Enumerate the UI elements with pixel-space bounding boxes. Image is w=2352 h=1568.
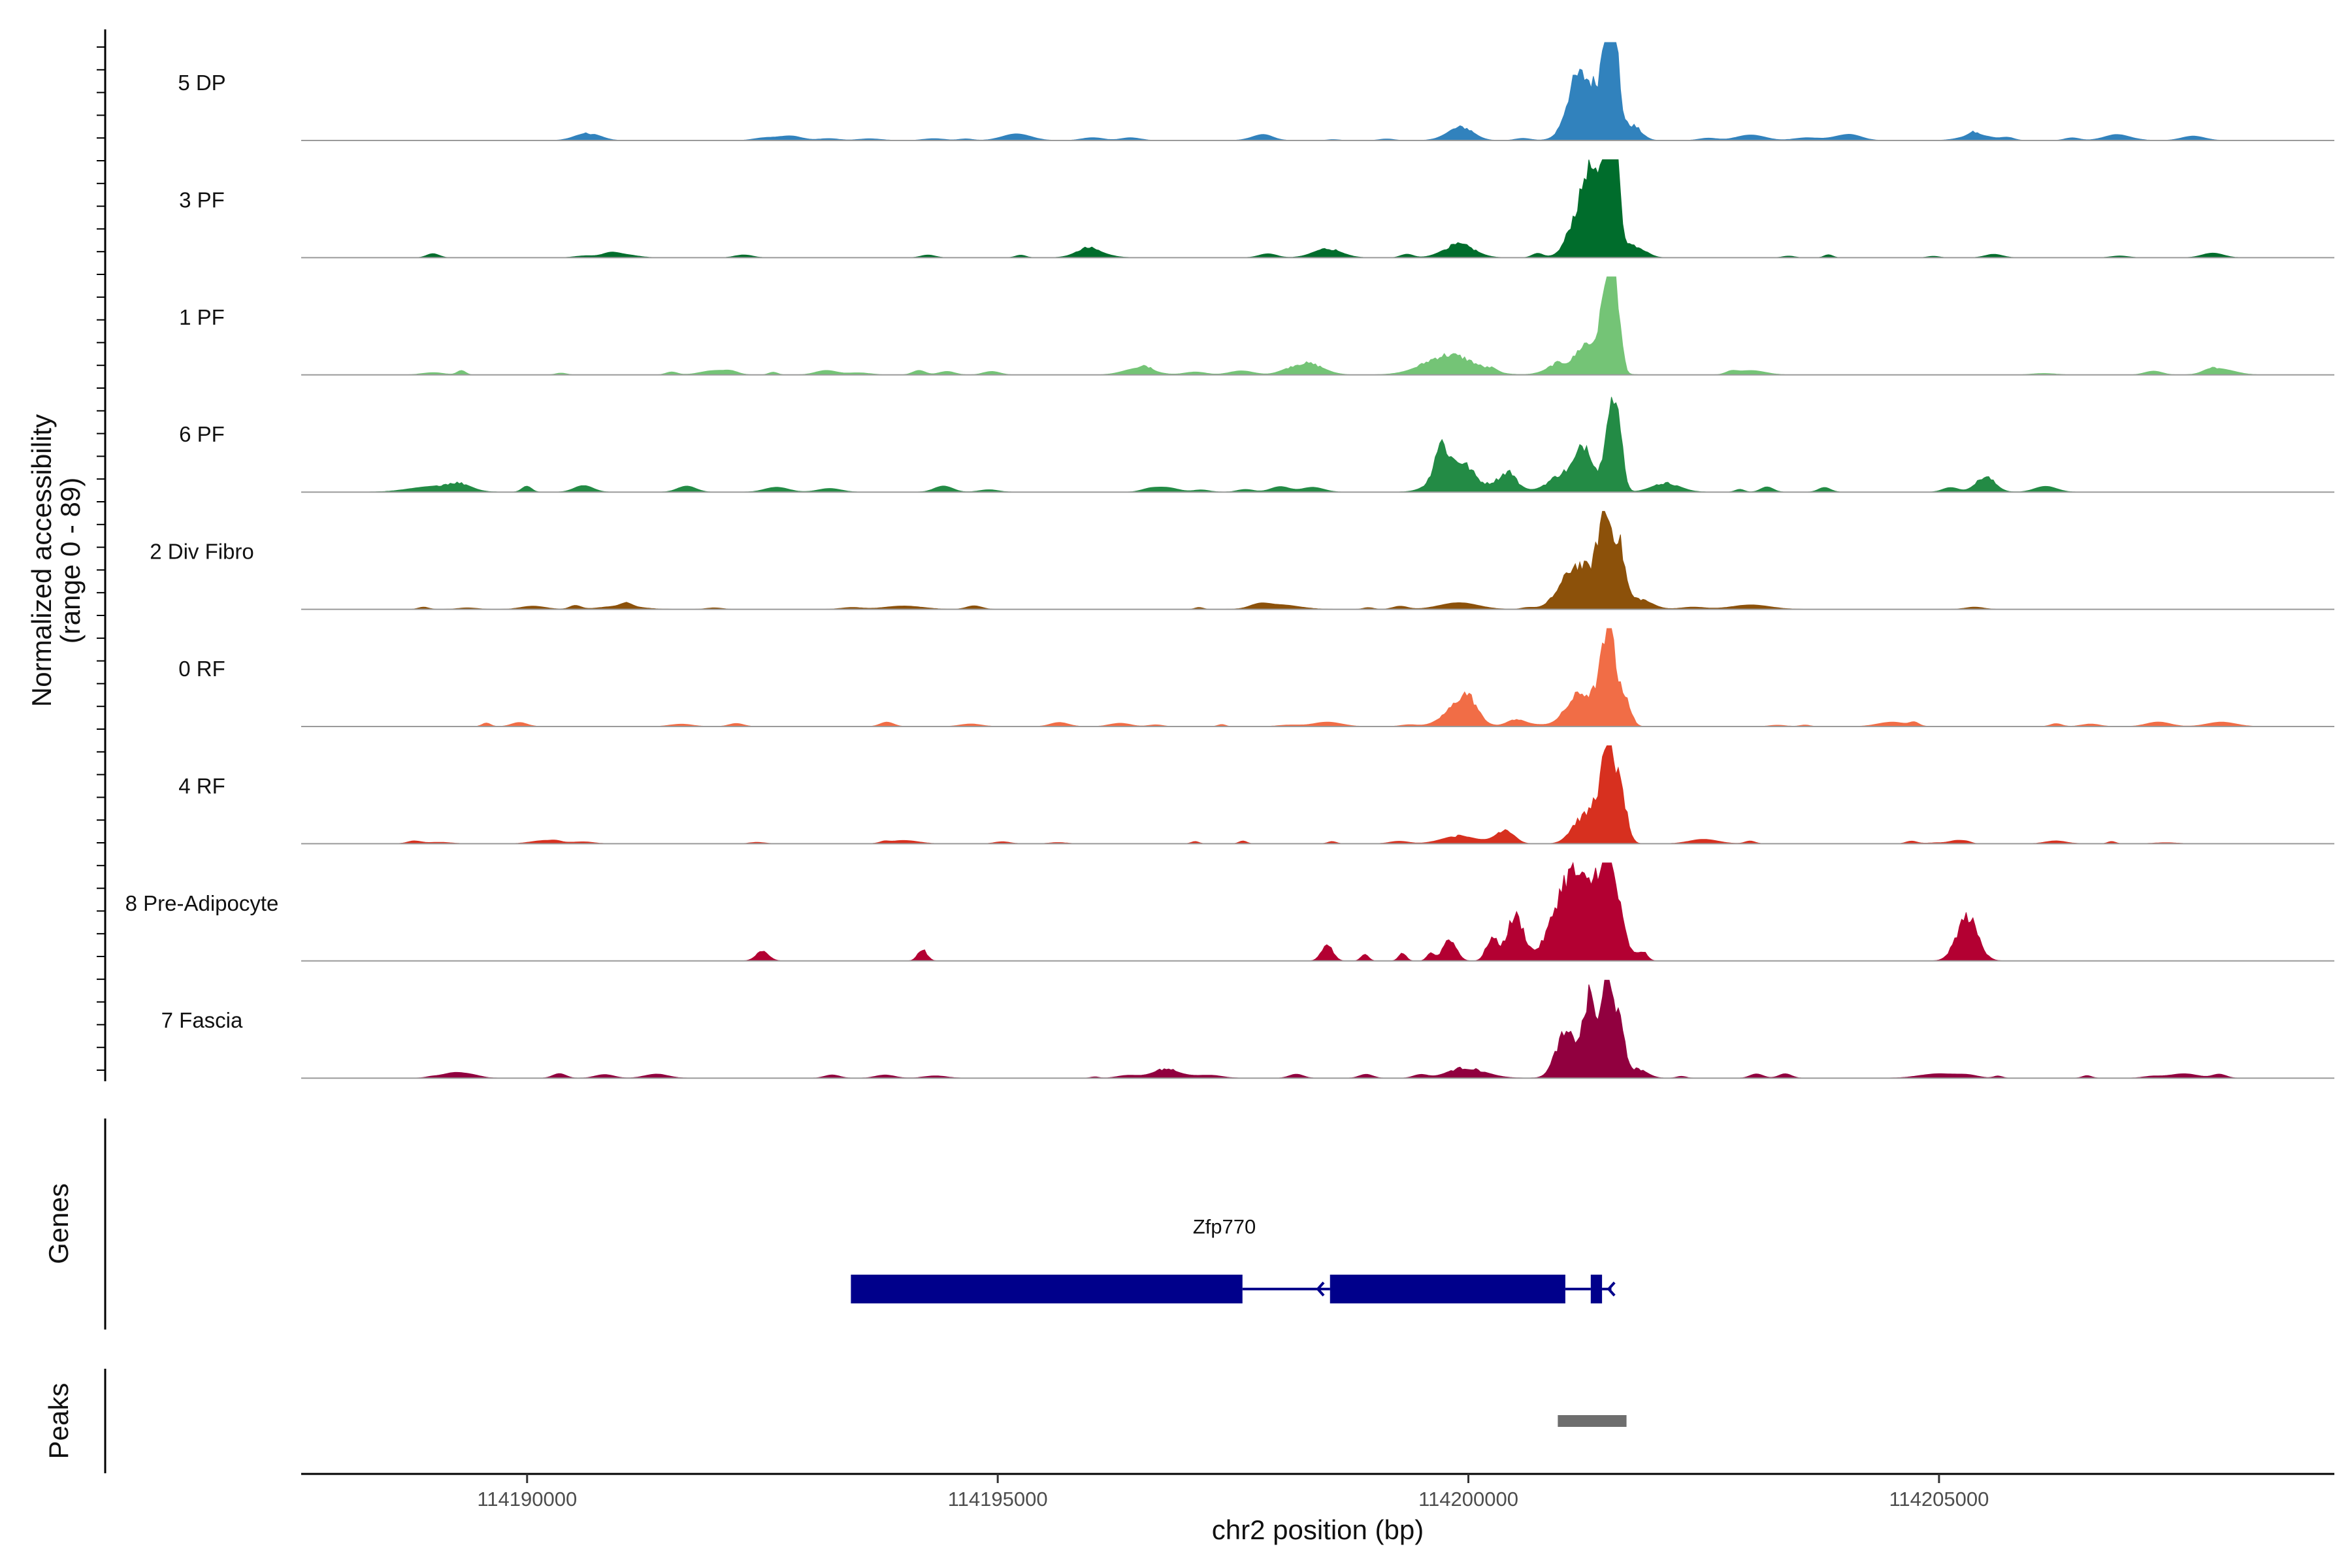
- x-axis-ticks: 114190000 114195000 114200000 114205000: [477, 1474, 1989, 1511]
- track-label: 8 Pre-Adipocyte: [125, 891, 279, 915]
- y-axis-title-line1: Normalized accessibility: [26, 414, 57, 707]
- gene-exon: [851, 1275, 1243, 1303]
- track-label: 1 PF: [179, 305, 225, 329]
- x-tick-label: 114200000: [1418, 1488, 1518, 1511]
- coverage-area: [301, 397, 2334, 493]
- track-label: 3 PF: [179, 188, 225, 212]
- track-5-dp: 5 DP: [178, 42, 2334, 141]
- x-tick-label: 114195000: [948, 1488, 1048, 1511]
- track-6-pf: 6 PF: [179, 397, 2334, 493]
- track-8-pre-adipocyte: 8 Pre-Adipocyte: [125, 862, 2334, 962]
- track-7-fascia: 7 Fascia: [161, 979, 2334, 1079]
- track-label: 4 RF: [178, 774, 225, 798]
- track-label: 6 PF: [179, 422, 225, 446]
- track-4-rf: 4 RF: [178, 745, 2334, 845]
- track-3-pf: 3 PF: [179, 159, 2334, 259]
- track-2-div-fibro: 2 Div Fibro: [150, 511, 2334, 610]
- gene-model: [851, 1275, 1616, 1303]
- x-axis-title: chr2 position (bp): [1212, 1514, 1424, 1545]
- strand-arrow: [1316, 1281, 1325, 1297]
- coverage-area: [301, 979, 2334, 1079]
- coverage-area: [301, 511, 2334, 610]
- peak-region: [1558, 1415, 1627, 1427]
- coverage-area: [301, 628, 2334, 727]
- coverage-tracks: 5 DP 3 PF 1 PF 6 PF 2 Div Fibro 0 RF 4 RF 8 Pre…: [125, 42, 2334, 1079]
- gene-name-label: Zfp770: [1193, 1215, 1256, 1238]
- coverage-area: [301, 276, 2334, 376]
- coverage-area: [301, 42, 2334, 141]
- coverage-area: [301, 159, 2334, 258]
- x-tick-label: 114205000: [1889, 1488, 1989, 1511]
- coverage-y-axis-ticks: [97, 46, 105, 1071]
- track-1-pf: 1 PF: [179, 276, 2334, 376]
- track-0-rf: 0 RF: [178, 628, 2334, 727]
- coverage-area: [301, 862, 2334, 962]
- y-axis-title-line2: (range 0 - 89): [55, 478, 86, 644]
- gene-exon: [1330, 1275, 1565, 1303]
- track-label: 5 DP: [178, 71, 225, 95]
- track-label: 0 RF: [178, 657, 225, 681]
- coverage-area: [301, 745, 2334, 844]
- gene-exon: [1590, 1275, 1603, 1303]
- track-label: 2 Div Fibro: [150, 540, 254, 564]
- strand-arrow: [1607, 1281, 1616, 1297]
- peak-regions: [1558, 1415, 1627, 1427]
- genes-track-title: Genes: [43, 1183, 74, 1264]
- x-tick-label: 114190000: [477, 1488, 577, 1511]
- track-label: 7 Fascia: [161, 1008, 243, 1032]
- peaks-track-title: Peaks: [43, 1383, 74, 1460]
